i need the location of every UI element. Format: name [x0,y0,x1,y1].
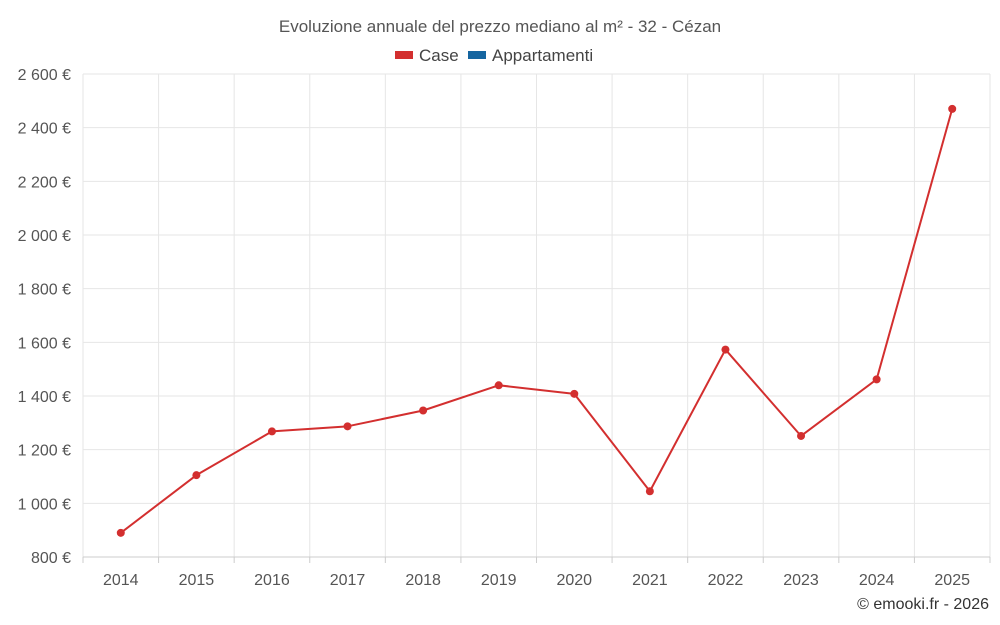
y-tick-label: 2 200 € [18,174,71,191]
y-tick-label: 2 600 € [18,67,71,84]
gridlines [82,73,991,558]
data-point-case-2018[interactable] [419,406,428,415]
data-point-case-2019[interactable] [494,381,503,390]
legend-item-appartamenti[interactable]: Appartamenti [468,46,593,65]
y-tick-label: 1 800 € [18,282,71,299]
x-tick-label: 2025 [934,572,970,589]
credit-text: © emooki.fr - 2026 [857,596,989,613]
data-point-case-2022[interactable] [721,345,730,354]
y-tick-label: 1 600 € [18,335,71,352]
x-tick-label: 2023 [783,572,819,589]
legend: Case Appartamenti [395,46,593,65]
y-tick-label: 1 200 € [18,443,71,460]
legend-swatch-case [395,51,413,59]
data-point-case-2015[interactable] [192,471,201,480]
legend-label-appartamenti: Appartamenti [492,46,593,65]
y-axis-ticks: 800 € 1 000 € 1 200 € 1 400 € 1 600 € 1 800 €… [18,67,71,567]
x-tick-label: 2019 [481,572,517,589]
y-tick-label: 1 000 € [18,496,71,513]
data-point-case-2020[interactable] [570,389,579,398]
legend-swatch-appartamenti [468,51,486,59]
y-tick-label: 2 000 € [18,228,71,245]
data-point-case-2025[interactable] [948,104,957,113]
series-line-case [120,108,954,534]
x-tick-label: 2020 [556,572,592,589]
y-tick-label: 800 € [31,550,71,567]
data-point-case-2014[interactable] [116,528,125,537]
axes [82,556,991,563]
data-point-case-2016[interactable] [267,427,276,436]
x-tick-label: 2022 [708,572,744,589]
x-tick-label: 2015 [179,572,215,589]
series-case [116,104,957,537]
data-point-case-2021[interactable] [645,487,654,496]
x-tick-label: 2016 [254,572,290,589]
x-axis-ticks: 2014 2015 2016 2017 2018 2019 2020 2021 2022 2023… [103,572,970,589]
x-tick-label: 2024 [859,572,895,589]
x-tick-label: 2018 [405,572,441,589]
legend-label-case: Case [419,46,459,65]
legend-item-case[interactable]: Case [395,46,459,65]
x-tick-label: 2017 [330,572,366,589]
data-point-case-2023[interactable] [797,431,806,440]
x-tick-label: 2021 [632,572,668,589]
chart-title: Evoluzione annuale del prezzo mediano al… [279,17,721,36]
data-point-case-2017[interactable] [343,422,352,431]
x-tick-label: 2014 [103,572,139,589]
y-tick-label: 1 400 € [18,389,71,406]
data-point-case-2024[interactable] [872,375,881,384]
y-tick-label: 2 400 € [18,121,71,138]
